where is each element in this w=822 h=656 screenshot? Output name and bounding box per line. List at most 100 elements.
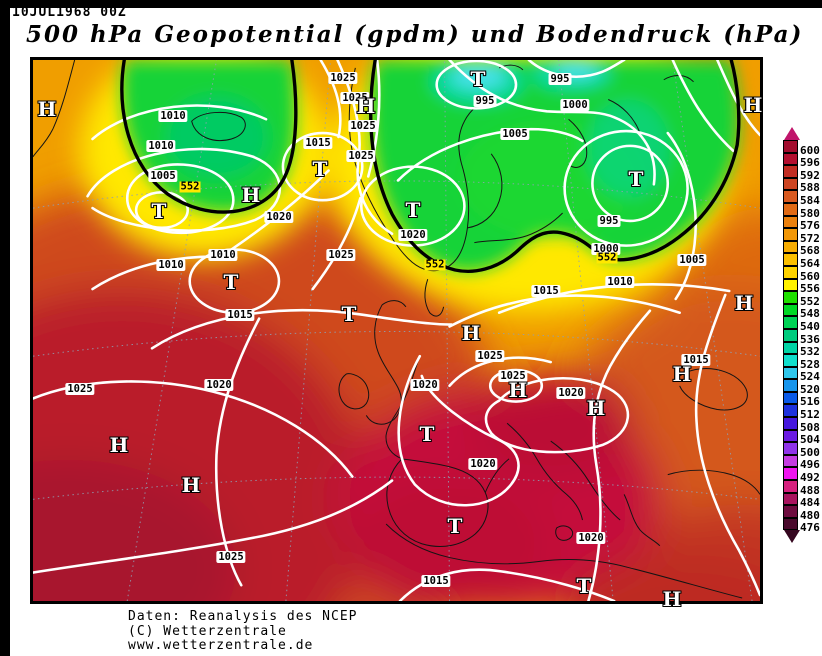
colorbar-swatch [783, 190, 798, 203]
low-center-letter: T [223, 270, 239, 294]
isobar-label: 1020 [468, 458, 498, 470]
colorbar-entry: 488 [783, 480, 822, 496]
colorbar-swatch [783, 354, 798, 367]
colorbar-entry: 592 [783, 165, 822, 182]
isobar-label: 1020 [398, 229, 428, 241]
high-center-letter: H [734, 291, 754, 315]
colorbar-entry: 588 [783, 177, 822, 195]
high-center-letter: H [356, 94, 376, 118]
low-center-letter: T [628, 167, 644, 191]
colorbar-swatch [783, 215, 798, 229]
colorbar-swatch [783, 303, 798, 317]
colorbar-entry: 496 [783, 454, 822, 470]
colorbar-value: 536 [800, 332, 820, 346]
isobar-label: 1010 [605, 276, 635, 288]
colorbar-value: 480 [800, 508, 820, 522]
credit-line-url: www.wetterzentrale.de [128, 638, 314, 653]
colorbar-scale: 600 596 592 588 584 580 576 572 568 564 560 556 552 5… [783, 140, 822, 533]
colorbar-value: 532 [800, 345, 820, 359]
isobar-label: 1020 [556, 387, 586, 399]
credit-line-source: Daten: Reanalysis des NCEP [128, 609, 358, 624]
colorbar-entry: 484 [783, 492, 822, 508]
colorbar-value: 508 [800, 420, 820, 434]
colorbar-swatch [783, 140, 798, 153]
colorbar-swatch [783, 291, 798, 304]
colorbar-value: 580 [800, 206, 820, 220]
colorbar-swatch [783, 152, 798, 166]
colorbar-swatch [783, 228, 798, 241]
map-graphic [33, 60, 760, 601]
isobar-label: 1015 [303, 137, 333, 149]
isobar-label: 1020 [576, 532, 606, 544]
colorbar-entry: 584 [783, 190, 822, 206]
colorbar-swatch [783, 442, 798, 455]
page-title: 500 hPa Geopotential (gpdm) und Bodendru… [26, 21, 804, 48]
colorbar-value: 588 [800, 181, 820, 195]
colorbar-value: 592 [800, 168, 820, 182]
colorbar-entry: 596 [783, 152, 822, 170]
isobar-label: 1025 [328, 72, 358, 84]
colorbar-entry: 504 [783, 429, 822, 445]
colorbar-swatch [783, 316, 798, 329]
isobar-label: 1020 [264, 211, 294, 223]
colorbar-arrow-up-icon [784, 127, 800, 140]
coastlines [33, 60, 760, 599]
colorbar-value: 596 [800, 156, 820, 170]
colorbar-value: 528 [800, 357, 820, 371]
colorbar-swatch [783, 177, 798, 191]
isobar-label: 1000 [591, 243, 621, 255]
colorbar-swatch [783, 429, 798, 443]
colorbar-entry: 516 [783, 391, 822, 407]
colorbar-entry: 580 [783, 202, 822, 220]
credits: Daten: Reanalysis des NCEP (C) Wetterzen… [128, 609, 358, 654]
colorbar-entry: 476 [783, 517, 822, 533]
colorbar-value: 564 [800, 256, 820, 270]
isobar-label: 995 [548, 73, 572, 85]
colorbar-swatch [783, 253, 798, 266]
colorbar-entry: 492 [783, 467, 822, 485]
colorbar-swatch [783, 165, 798, 178]
high-center-letter: H [508, 378, 528, 402]
geopotential-552-contour [120, 60, 741, 274]
colorbar-value: 556 [800, 282, 820, 296]
colorbar-value: 552 [800, 294, 820, 308]
colorbar-value: 560 [800, 269, 820, 283]
colorbar-entry: 568 [783, 240, 822, 256]
colorbar-entry: 500 [783, 442, 822, 458]
colorbar-swatch [783, 505, 798, 518]
high-center-letter: H [241, 183, 261, 207]
geopotential-552-label: 552 [596, 251, 618, 264]
colorbar-value: 524 [800, 370, 820, 384]
isobar-label: 1005 [148, 170, 178, 182]
isobar-label: 1015 [421, 575, 451, 587]
low-center-letter: T [419, 422, 435, 446]
colorbar-entry: 548 [783, 303, 822, 319]
low-center-letter: T [405, 198, 421, 222]
datetime-stamp: 10JUL1968 00Z [12, 5, 127, 20]
colorbar-swatch [783, 202, 798, 216]
colorbar-entry: 536 [783, 328, 822, 346]
colorbar-entry: 572 [783, 228, 822, 244]
isobar-label: 1010 [208, 249, 238, 261]
isobar-label: 1000 [560, 99, 590, 111]
isobar-label: 1025 [498, 370, 528, 382]
low-center-letter: T [312, 157, 328, 181]
colorbar-value: 492 [800, 471, 820, 485]
colorbar-swatch [783, 391, 798, 405]
isobar-label: 1005 [677, 254, 707, 266]
weather-map: 1010 1010 1005 1025 1025 1025 1015 1025 1020 1010… [30, 57, 763, 609]
geopotential-warm-regions [33, 178, 760, 601]
colorbar-entry: 524 [783, 366, 822, 384]
geopotential-552-label: 552 [179, 180, 201, 193]
low-center-letter: T [576, 574, 592, 598]
colorbar-value: 576 [800, 219, 820, 233]
colorbar-entry: 520 [783, 379, 822, 395]
colorbar-swatch [783, 366, 798, 380]
colorbar-swatch [783, 517, 798, 531]
graticule-lines [33, 60, 760, 601]
isobar-label: 1015 [681, 354, 711, 366]
colorbar-swatch [783, 341, 798, 355]
isobar-label: 1005 [500, 128, 530, 140]
colorbar-swatch [783, 328, 798, 342]
isobar-label: 1025 [340, 92, 370, 104]
